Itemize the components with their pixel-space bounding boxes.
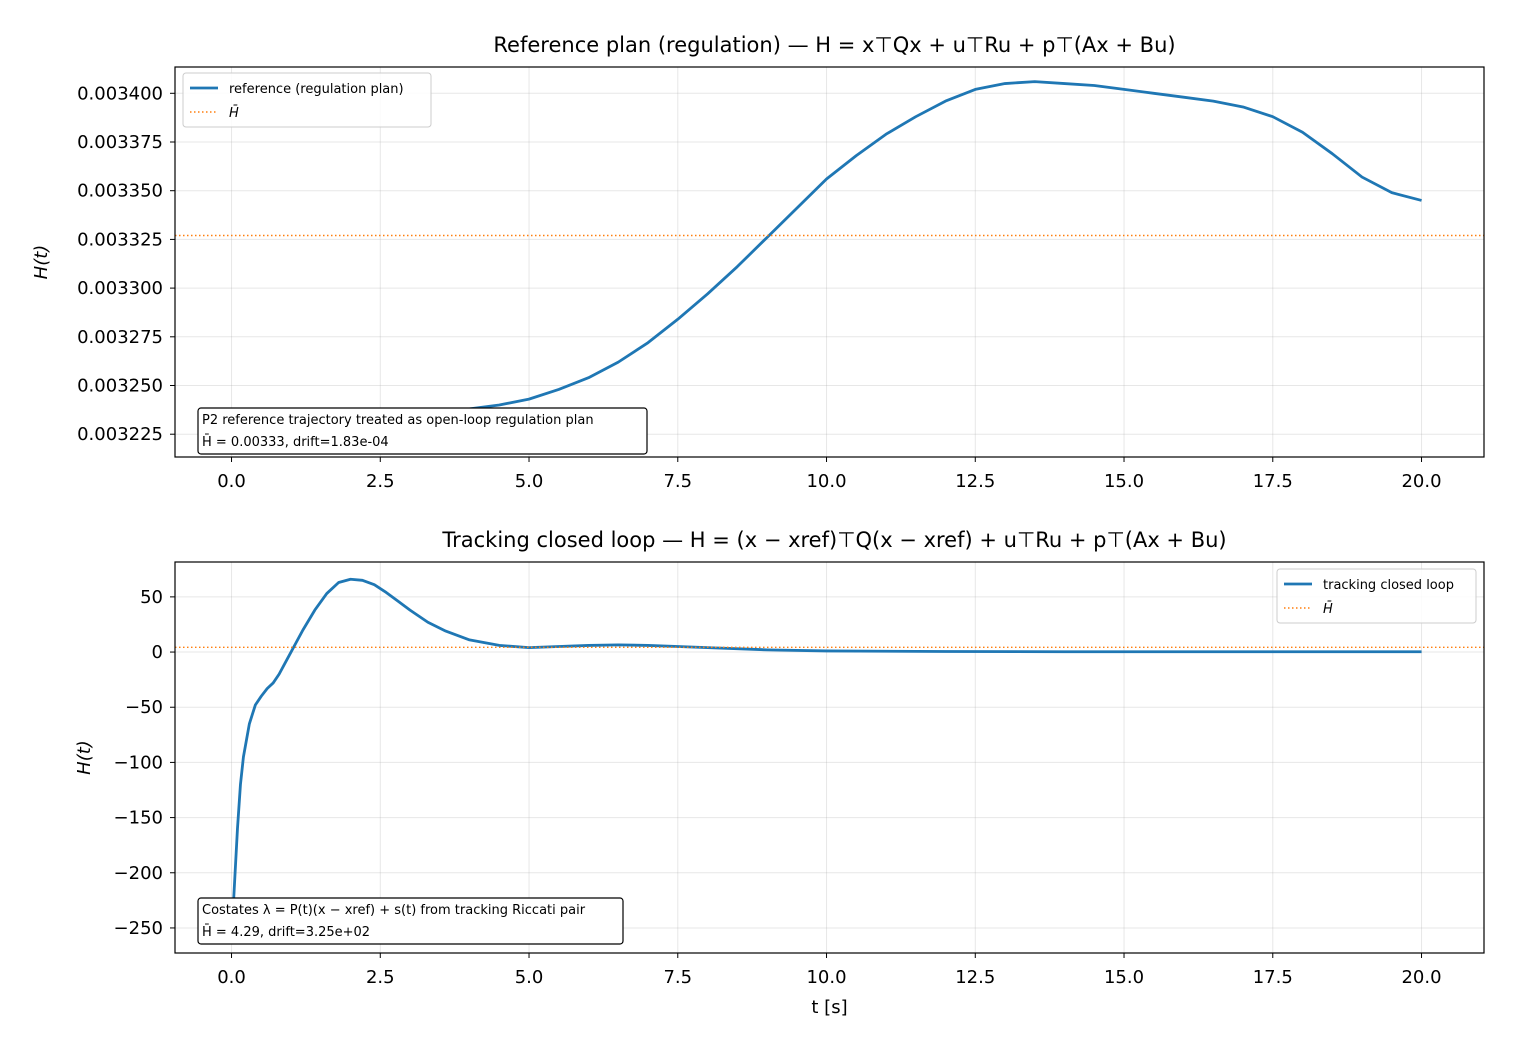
legend-entry: H̄ <box>1323 602 1333 617</box>
y-tick-label: 0.003250 <box>77 376 163 397</box>
legend: tracking closed loop H̄ <box>1276 568 1477 624</box>
y-tick-label: 50 <box>140 587 163 608</box>
y-tick-label: −150 <box>114 808 163 829</box>
axes-frame <box>174 66 1485 458</box>
y-tick-label: −100 <box>114 752 163 773</box>
legend-box <box>182 72 432 128</box>
annotation-box <box>197 897 624 945</box>
annotation-line-2: H̄ = 4.29, drift=3.25e+02 <box>202 925 370 940</box>
y-tick-label: 0.003275 <box>77 327 163 348</box>
chart-title: Reference plan (regulation) — H = x⊤Qx +… <box>493 33 1175 57</box>
x-tick-label: 10.0 <box>806 967 846 988</box>
y-tick-label: 0.003300 <box>77 278 163 299</box>
subplot-1: 0.0 2.5 5.0 7.5 10.0 12.5 15.0 17.5 20.0 0.003225… <box>31 33 1485 492</box>
x-tick-label: 15.0 <box>1104 967 1144 988</box>
legend: reference (regulation plan) H̄ <box>182 72 432 128</box>
x-tick-label: 10.0 <box>806 471 846 492</box>
y-tick-label: −250 <box>114 918 163 939</box>
x-tick-label: 17.5 <box>1253 967 1293 988</box>
y-tick-label: 0 <box>152 642 163 663</box>
annotation-box <box>197 407 648 455</box>
x-tick-label: 0.0 <box>217 471 246 492</box>
annotation-line-1: P2 reference trajectory treated as open-… <box>202 413 594 428</box>
chart-title: Tracking closed loop — H = (x − xref)⊤Q(… <box>441 528 1226 552</box>
x-tick-label: 15.0 <box>1104 471 1144 492</box>
series-line <box>230 577 1422 940</box>
x-tick-label: 17.5 <box>1253 471 1293 492</box>
y-axis-label: H(t) <box>74 740 95 775</box>
axes-frame <box>174 561 1485 954</box>
x-tick-label: 5.0 <box>515 471 544 492</box>
y-tick-label: −50 <box>125 697 163 718</box>
annotation-line-2: H̄ = 0.00333, drift=1.83e-04 <box>202 435 389 450</box>
x-tick-label: 7.5 <box>663 471 692 492</box>
y-axis-label: H(t) <box>31 245 52 280</box>
x-tick-label: 20.0 <box>1401 471 1441 492</box>
y-tick-label: 0.003375 <box>77 132 163 153</box>
y-tick-label: 0.003350 <box>77 181 163 202</box>
annotation: Costates λ = P(t)(x − xref) + s(t) from … <box>197 897 624 945</box>
annotation-line-1: Costates λ = P(t)(x − xref) + s(t) from … <box>202 903 586 918</box>
legend-entry: H̄ <box>229 106 239 121</box>
x-tick-label: 7.5 <box>663 967 692 988</box>
x-tick-label: 12.5 <box>955 471 995 492</box>
legend-entry: tracking closed loop <box>1323 578 1454 593</box>
x-tick-label: 2.5 <box>366 471 395 492</box>
annotation: P2 reference trajectory treated as open-… <box>197 407 648 455</box>
subplot-2: 0.0 2.5 5.0 7.5 10.0 12.5 15.0 17.5 20.0 −250 −200… <box>74 528 1485 1018</box>
legend-box <box>1276 568 1477 624</box>
x-tick-label: 5.0 <box>515 967 544 988</box>
y-tick-label: 0.003325 <box>77 229 163 250</box>
y-tick-label: 0.003400 <box>77 83 163 104</box>
x-tick-label: 12.5 <box>955 967 995 988</box>
x-tick-label: 2.5 <box>366 967 395 988</box>
y-tick-label: 0.003225 <box>77 424 163 445</box>
x-axis-label: t [s] <box>811 997 847 1018</box>
y-tick-label: −200 <box>114 863 163 884</box>
legend-entry: reference (regulation plan) <box>229 82 404 97</box>
x-tick-label: 20.0 <box>1401 967 1441 988</box>
x-tick-label: 0.0 <box>217 967 246 988</box>
